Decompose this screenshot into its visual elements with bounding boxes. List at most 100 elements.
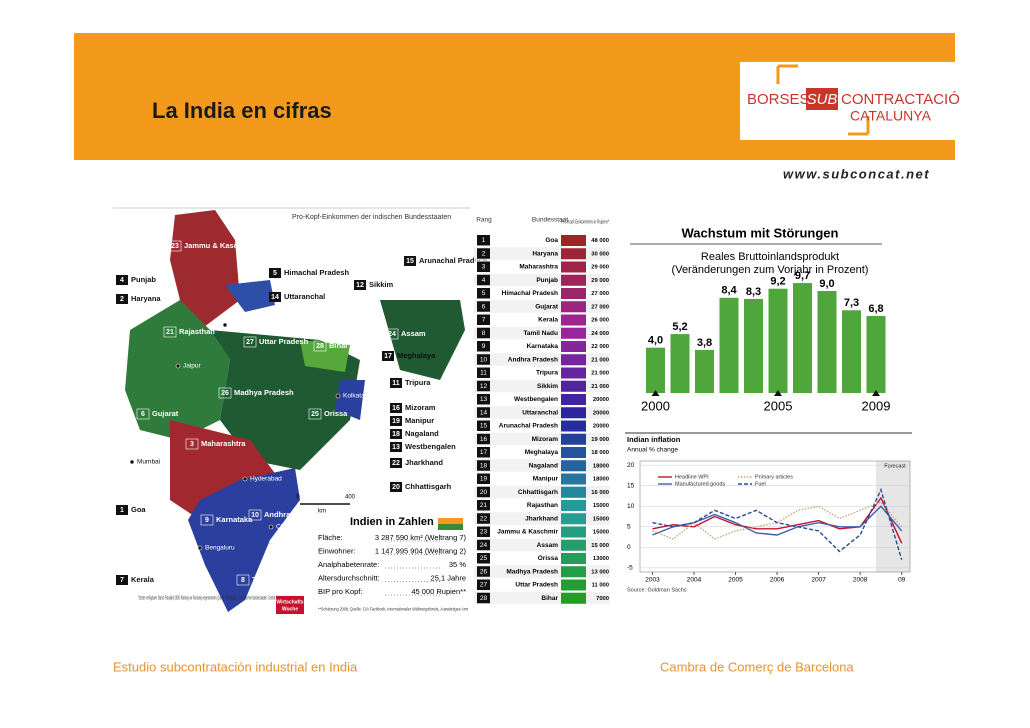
label-name: Manipur	[405, 416, 434, 425]
label-number-box	[168, 240, 182, 252]
legend-label: Headline WPI	[675, 474, 709, 480]
color-bar	[561, 394, 586, 405]
income: 48 000	[591, 238, 609, 244]
rank: 23	[480, 529, 488, 536]
label-number-box	[185, 438, 199, 450]
city-name: Hyderabad	[250, 476, 282, 483]
state: Meghalaya	[525, 449, 559, 456]
label-name: Westbengalen	[405, 442, 456, 451]
label-number-box	[116, 575, 128, 585]
logo-text: CATALUNYA	[850, 108, 932, 124]
rank: 14	[480, 409, 488, 416]
label-number: 26	[221, 390, 229, 397]
annotation: Forecast	[884, 463, 906, 469]
income: 20000	[593, 424, 609, 430]
income: 29 000	[591, 265, 609, 271]
value-label: 3,8	[697, 337, 712, 349]
state: Haryana	[532, 250, 558, 257]
label-number-box	[163, 326, 177, 338]
value-label: 9,7	[795, 270, 810, 282]
rank-box	[477, 407, 490, 418]
label-number-box	[313, 340, 327, 352]
city-dot	[335, 393, 341, 399]
city-name: Mumbai	[137, 459, 160, 466]
rank: 7	[482, 317, 486, 324]
label-number: 17	[384, 353, 392, 360]
color-bar	[561, 274, 586, 286]
y-tick-label: 20	[627, 462, 635, 469]
label-name: Tripura	[405, 378, 431, 387]
forecast-area	[876, 461, 910, 572]
income: 29 000	[591, 278, 609, 284]
label-name: Karnataka	[216, 515, 253, 524]
slide-title: La India en cifras	[152, 98, 332, 123]
label-number: 15	[406, 258, 414, 265]
color-bar	[561, 301, 586, 313]
scale-label: 400	[345, 495, 356, 501]
label-name: Mizoram	[405, 403, 436, 412]
state: Himachal Pradesh	[502, 290, 558, 297]
color-bar	[561, 314, 586, 326]
label-name: Sikkim	[369, 280, 394, 289]
label-number-box	[200, 514, 214, 526]
plot-frame	[639, 460, 911, 573]
label-number-box	[236, 574, 250, 586]
color-bar	[561, 261, 586, 273]
label-number-box	[382, 351, 394, 361]
rank-box	[477, 248, 490, 259]
tick-marker	[651, 390, 660, 396]
x-tick-label: 2008	[853, 577, 868, 584]
fact-label: BIP pro Kopf:	[318, 587, 362, 596]
state: Jharkhand	[525, 515, 558, 522]
color-bar	[561, 566, 586, 578]
rank: 25	[480, 555, 488, 562]
label-number: 12	[356, 282, 364, 289]
rank: 20	[480, 489, 488, 496]
state: Assam	[537, 542, 559, 549]
x-tick-label: 2004	[687, 577, 702, 584]
x-tick-label: 2000	[641, 398, 670, 413]
rank-box	[477, 486, 490, 498]
table-header: Rang	[476, 217, 492, 224]
income: 20000	[593, 410, 609, 416]
color-bar	[561, 500, 586, 511]
color-bar	[561, 513, 586, 525]
rank: 16	[480, 436, 488, 443]
state: Bihar	[541, 595, 558, 602]
income: 20000	[593, 397, 609, 403]
tick-marker	[774, 390, 782, 396]
value-label: 8,3	[746, 286, 761, 298]
label-number: 11	[392, 380, 400, 387]
rank: 8	[482, 330, 486, 337]
income: 26 000	[591, 318, 609, 324]
color-bar	[561, 486, 586, 498]
rank-box	[477, 327, 490, 339]
state: Andhra Pradesh	[508, 356, 558, 363]
table-header: Bundesstaat	[532, 217, 568, 224]
label-name: Haryana	[131, 294, 161, 303]
label-name: Uttaranchal	[284, 292, 325, 301]
x-tick-label: 2009	[862, 398, 891, 413]
color-bar	[561, 460, 586, 472]
rank-box	[477, 420, 490, 431]
facts-flag	[438, 518, 463, 524]
label-number: 6	[141, 411, 145, 418]
state: Jammu & Kaschmir	[497, 529, 558, 536]
logo-box	[740, 62, 955, 140]
rank-box	[477, 526, 490, 537]
rank-box	[477, 433, 490, 445]
label-name: Nagaland	[405, 429, 439, 438]
bar	[744, 298, 763, 393]
label-number: 19	[392, 418, 400, 425]
label-number: 27	[246, 339, 254, 346]
label-number: 8	[241, 577, 245, 584]
fact-label: Altersdurchschnitt:	[318, 573, 380, 582]
rank: 5	[482, 290, 486, 297]
rank-box	[477, 539, 490, 551]
label-number: 28	[316, 343, 324, 350]
color-bar	[561, 288, 586, 299]
income: 21 000	[591, 357, 609, 363]
rank-box	[477, 579, 490, 590]
bar	[768, 288, 788, 393]
